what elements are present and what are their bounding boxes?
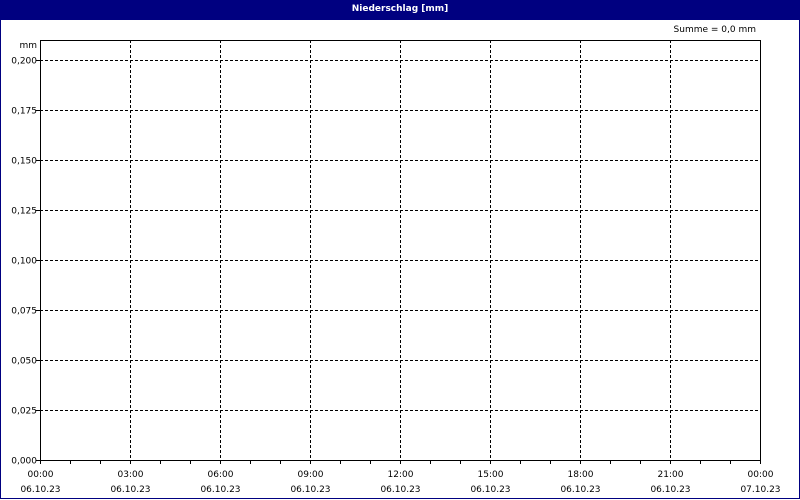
sum-label: Summe = 0,0 mm [673, 25, 756, 35]
x-tick-time: 09:00 [298, 470, 324, 480]
x-tick-date: 06.10.23 [380, 485, 420, 495]
x-tick-time: 00:00 [28, 470, 54, 480]
y-axis-label: mm [19, 41, 37, 51]
y-tick-label: 0,025 [11, 407, 37, 417]
y-tick-label: 0,150 [11, 157, 37, 167]
x-tick-date: 06.10.23 [290, 485, 330, 495]
x-tick-time: 21:00 [658, 470, 684, 480]
plot-area [40, 40, 761, 461]
x-tick-time: 03:00 [118, 470, 144, 480]
y-tick-label: 0,050 [11, 357, 37, 367]
y-tick-label: 0,200 [11, 57, 37, 67]
y-tick-label: 0,000 [11, 457, 37, 467]
x-tick-time: 06:00 [208, 470, 234, 480]
x-tick-date: 07.10.23 [740, 485, 780, 495]
y-tick-label: 0,125 [11, 207, 37, 217]
x-tick-date: 06.10.23 [650, 485, 690, 495]
y-tick-label: 0,100 [11, 257, 37, 267]
x-tick-date: 06.10.23 [560, 485, 600, 495]
x-tick-date: 06.10.23 [20, 485, 60, 495]
y-tick-label: 0,075 [11, 307, 37, 317]
y-tick-label: 0,175 [11, 107, 37, 117]
chart-title: Niederschlag [mm] [0, 0, 800, 20]
x-tick-date: 06.10.23 [200, 485, 240, 495]
x-tick-time: 12:00 [388, 470, 414, 480]
x-tick-time: 18:00 [568, 470, 594, 480]
x-tick-date: 06.10.23 [110, 485, 150, 495]
x-tick-time: 00:00 [748, 470, 774, 480]
x-tick-time: 15:00 [478, 470, 504, 480]
x-tick-date: 06.10.23 [470, 485, 510, 495]
